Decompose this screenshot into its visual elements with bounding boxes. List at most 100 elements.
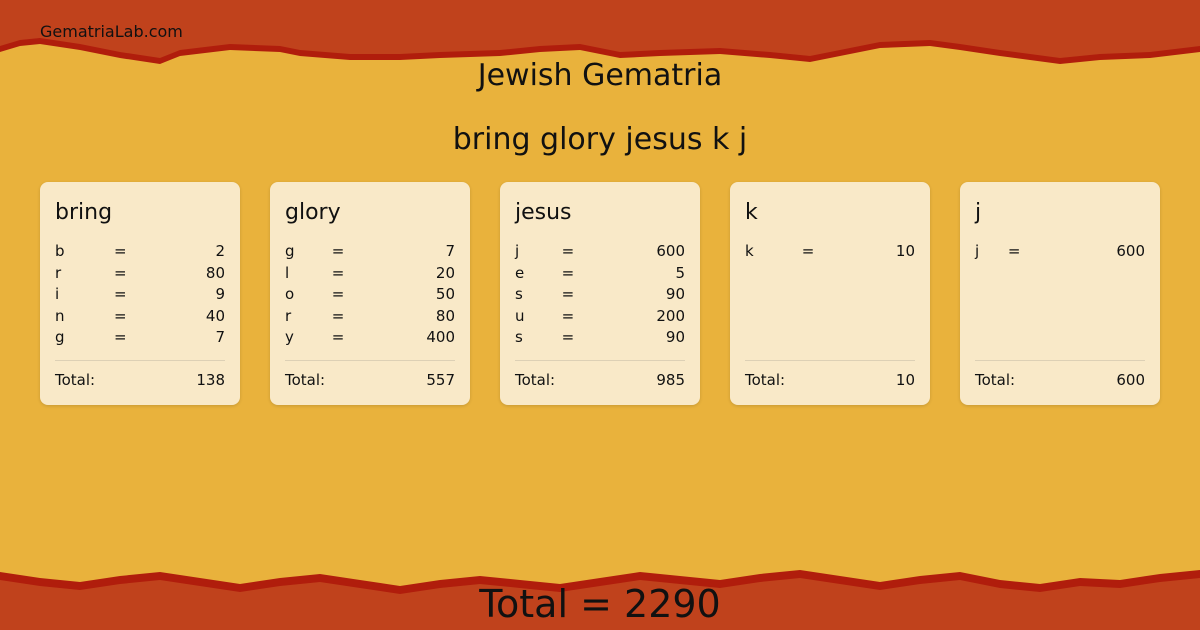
letter-value: 20 — [435, 263, 455, 282]
equals-sign: = — [561, 285, 575, 304]
letter-value: 80 — [205, 263, 225, 282]
word-card: jesus j = 600 e = 5 s = 90 u = 200 s = 9… — [500, 182, 700, 405]
letter-row: n = 40 — [55, 306, 225, 328]
equals-sign: = — [113, 306, 127, 325]
card-word: k — [745, 200, 758, 225]
letter: s — [515, 328, 523, 347]
letter-table: j = 600 — [975, 241, 1145, 263]
letter: r — [55, 263, 62, 282]
card-total-row: Total: 10 — [745, 360, 915, 389]
card-word: jesus — [515, 200, 572, 225]
word-card: glory g = 7 l = 20 o = 50 r = 80 y = 400… — [270, 182, 470, 405]
card-total-row: Total: 138 — [55, 360, 225, 389]
letter: e — [515, 263, 525, 282]
letter-row: r = 80 — [285, 306, 455, 328]
letter-value: 90 — [665, 328, 685, 347]
letter-row: u = 200 — [515, 306, 685, 328]
card-total: 600 — [1116, 371, 1145, 389]
letter: s — [515, 285, 523, 304]
card-word: bring — [55, 200, 113, 225]
total-label: Total: — [745, 371, 786, 389]
letter-value: 40 — [205, 306, 225, 325]
letter-value: 7 — [445, 242, 455, 260]
equals-sign: = — [331, 242, 345, 260]
letter-row: o = 50 — [285, 284, 455, 306]
equals-sign: = — [561, 242, 575, 260]
letter-row: j = 600 — [975, 241, 1145, 263]
letter-row: s = 90 — [515, 327, 685, 349]
letter-value: 400 — [426, 328, 455, 347]
letter-table: j = 600 e = 5 s = 90 u = 200 s = 90 — [515, 241, 685, 349]
letter: g — [285, 242, 295, 260]
card-total-row: Total: 985 — [515, 360, 685, 389]
letter-value: 600 — [656, 242, 685, 260]
letter-value: 7 — [215, 328, 225, 347]
letter-table: b = 2 r = 80 i = 9 n = 40 g = 7 — [55, 241, 225, 349]
equals-sign: = — [113, 285, 127, 304]
letter-row: s = 90 — [515, 284, 685, 306]
letter-value: 5 — [675, 263, 685, 282]
word-card: k k = 10 Total: 10 — [730, 182, 930, 405]
total-label: Total: — [975, 371, 1016, 389]
letter-row: i = 9 — [55, 284, 225, 306]
letter-row: y = 400 — [285, 327, 455, 349]
equals-sign: = — [331, 306, 345, 325]
equals-sign: = — [331, 328, 345, 347]
letter-value: 9 — [215, 285, 225, 304]
phrase-heading: bring glory jesus k j — [452, 122, 748, 157]
letter-row: k = 10 — [745, 241, 915, 263]
equals-sign: = — [113, 263, 127, 282]
letter-value: 10 — [895, 242, 915, 260]
letter-row: b = 2 — [55, 241, 225, 263]
letter-value: 600 — [1116, 242, 1145, 260]
letter: u — [515, 306, 525, 325]
letter: g — [55, 328, 65, 347]
word-cards: bring b = 2 r = 80 i = 9 n = 40 g = 7 To… — [40, 182, 1160, 405]
card-total: 985 — [656, 371, 685, 389]
card-word: glory — [285, 200, 341, 225]
letter-value: 50 — [435, 285, 455, 304]
grand-total: Total = 2290 — [479, 582, 721, 626]
card-total-row: Total: 600 — [975, 360, 1145, 389]
letter-value: 90 — [665, 285, 685, 304]
page-title: Jewish Gematria — [477, 58, 723, 93]
card-word: j — [975, 200, 982, 225]
equals-sign: = — [561, 328, 575, 347]
letter: j — [515, 242, 520, 260]
letter: r — [285, 306, 292, 325]
total-label: Total: — [285, 371, 326, 389]
letter-table: k = 10 — [745, 241, 915, 263]
letter: i — [55, 285, 60, 304]
letter: o — [285, 285, 295, 304]
site-logo-link[interactable]: GematriaLab.com — [40, 22, 183, 41]
card-total-row: Total: 557 — [285, 360, 455, 389]
letter-row: g = 7 — [285, 241, 455, 263]
equals-sign: = — [1007, 242, 1021, 260]
letter: k — [745, 242, 754, 260]
card-total: 10 — [895, 371, 915, 389]
equals-sign: = — [331, 285, 345, 304]
letter: n — [55, 306, 65, 325]
equals-sign: = — [113, 242, 127, 260]
equals-sign: = — [801, 242, 815, 260]
letter-row: l = 20 — [285, 263, 455, 285]
card-total: 138 — [196, 371, 225, 389]
letter-table: g = 7 l = 20 o = 50 r = 80 y = 400 — [285, 241, 455, 349]
letter-value: 80 — [435, 306, 455, 325]
equals-sign: = — [561, 263, 575, 282]
letter-row: e = 5 — [515, 263, 685, 285]
letter-row: r = 80 — [55, 263, 225, 285]
letter: l — [285, 263, 290, 282]
letter-row: j = 600 — [515, 241, 685, 263]
word-card: bring b = 2 r = 80 i = 9 n = 40 g = 7 To… — [40, 182, 240, 405]
letter: y — [285, 328, 294, 347]
letter: b — [55, 242, 65, 260]
card-total: 557 — [426, 371, 455, 389]
total-label: Total: — [55, 371, 96, 389]
equals-sign: = — [561, 306, 575, 325]
total-label: Total: — [515, 371, 556, 389]
letter-value: 200 — [656, 306, 685, 325]
letter-row: g = 7 — [55, 327, 225, 349]
word-card: j j = 600 Total: 600 — [960, 182, 1160, 405]
